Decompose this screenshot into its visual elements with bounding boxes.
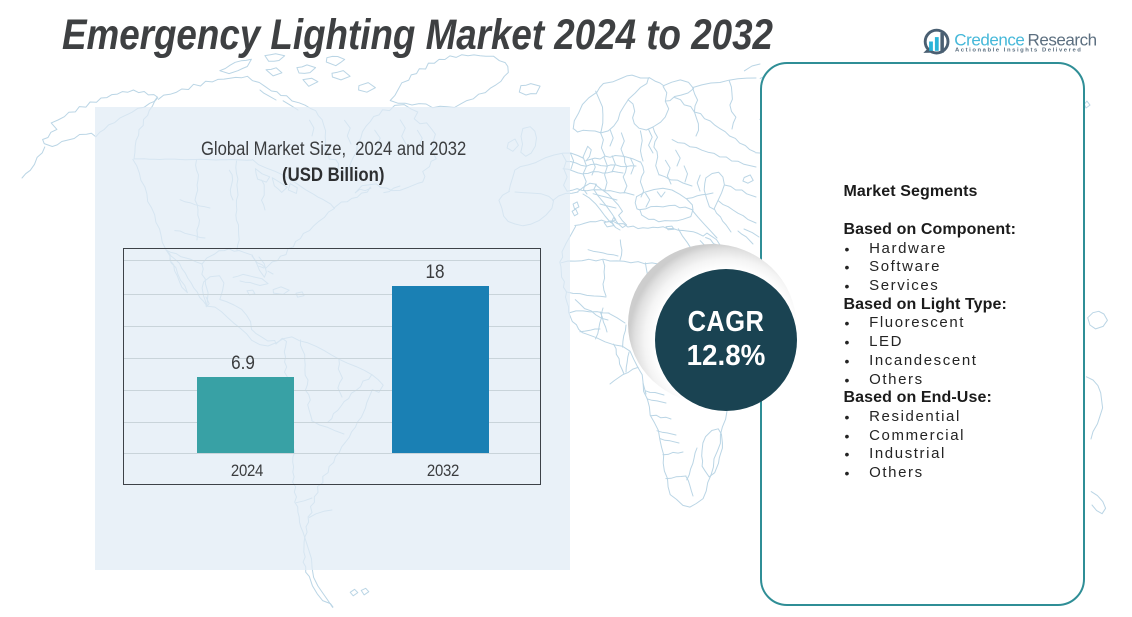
svg-text:Research: Research	[1028, 30, 1097, 49]
svg-text:Actionable Insights Delivered: Actionable Insights Delivered	[955, 48, 1082, 54]
svg-text:Credence: Credence	[954, 30, 1024, 49]
